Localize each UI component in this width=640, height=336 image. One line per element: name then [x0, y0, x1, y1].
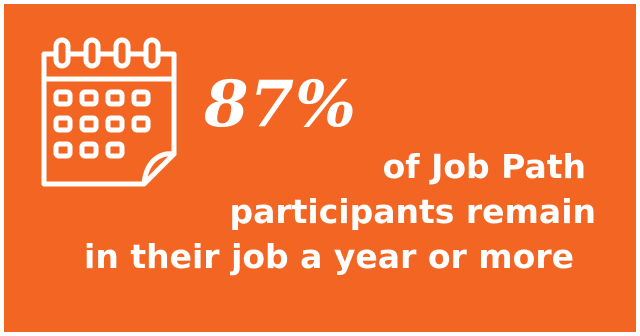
caption-line: of Job Path — [382, 147, 586, 186]
stat-value: 87% — [204, 67, 357, 142]
calendar-icon — [41, 37, 177, 187]
stat-card: 87% of Job Path participants remain in t… — [4, 4, 636, 332]
caption-line: participants remain — [229, 192, 596, 231]
caption-line: in their job a year or more — [84, 237, 574, 276]
stat-caption: of Job Path participants remain in their… — [44, 144, 634, 279]
